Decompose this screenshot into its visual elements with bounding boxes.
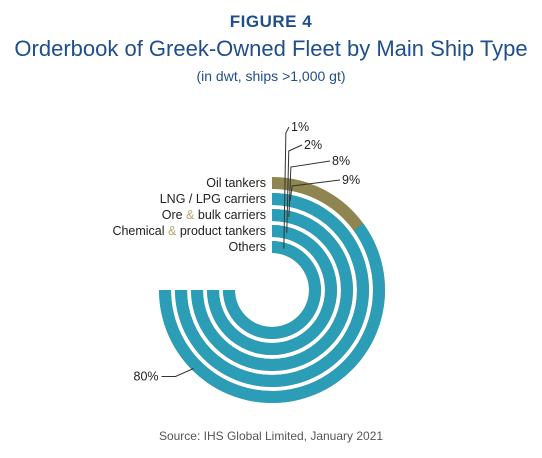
ring-value-bar: [223, 241, 321, 339]
value-label: 2%: [304, 138, 322, 152]
callout-line: [289, 179, 341, 201]
value-label: 8%: [332, 154, 350, 168]
category-label: LNG / LPG carriers: [160, 192, 266, 206]
callout-line: [161, 368, 194, 377]
callout-line: [288, 160, 331, 217]
category-label: Others: [228, 240, 266, 254]
chart-title: Orderbook of Greek-Owned Fleet by Main S…: [14, 36, 528, 61]
chart-subtitle: (in dwt, ships >1,000 gt): [196, 68, 346, 84]
ring-value-bar: [159, 223, 385, 403]
value-label: 9%: [342, 173, 360, 187]
figure-label: FIGURE 4: [229, 12, 313, 31]
category-label: Oil tankers: [206, 176, 266, 190]
ring-value-bar: [175, 193, 369, 387]
callout-line: [283, 126, 290, 249]
category-label: Chemical & product tankers: [112, 224, 266, 238]
callout-line: [286, 144, 303, 233]
value-label: 80%: [134, 369, 159, 383]
category-label: Ore & bulk carriers: [162, 208, 266, 222]
value-label: 1%: [291, 120, 309, 134]
source-note: Source: IHS Global Limited, January 2021: [158, 429, 384, 443]
